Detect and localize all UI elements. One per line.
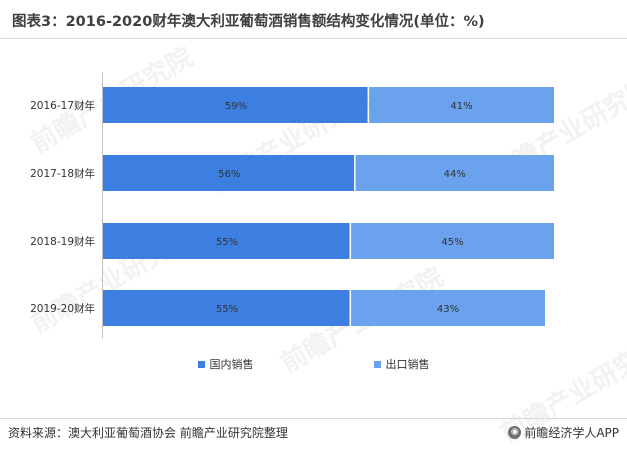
legend-swatch	[197, 360, 205, 368]
bar-segment-domestic	[103, 155, 355, 191]
data-label: 59%	[225, 101, 247, 112]
data-label: 44%	[444, 169, 466, 180]
chart-legend: 国内销售 出口销售	[0, 356, 627, 372]
data-label: 43%	[437, 304, 459, 315]
data-label: 55%	[216, 304, 238, 315]
bar-segment-export	[351, 223, 554, 259]
footer: 资料来源：澳大利亚葡萄酒协会 前瞻产业研究院整理 ◉ 前瞻经济学人APP	[8, 424, 619, 441]
data-label: 41%	[450, 101, 472, 112]
data-label: 55%	[216, 237, 238, 248]
title-divider	[0, 38, 627, 39]
chart-title: 图表3：2016-2020财年澳大利亚葡萄酒销售额结构变化情况(单位：%)	[12, 14, 485, 30]
bar-segment-domestic	[103, 87, 368, 123]
stacked-bar-chart: 2016-17财年 59% 41% 2017-18财年 56% 44% 2018-19财年 5…	[30, 72, 554, 338]
category-label: 2016-17财年	[30, 99, 95, 112]
category-label: 2018-19财年	[30, 235, 95, 248]
bar-segment-export	[369, 87, 554, 123]
bar-segment-export	[355, 155, 554, 191]
qianzhan-logo-icon: ◉	[508, 426, 522, 439]
category-label: 2019-20财年	[30, 302, 95, 315]
legend-item-export: 出口销售	[373, 356, 430, 372]
legend-swatch	[373, 360, 381, 368]
legend-item-domestic: 国内销售	[197, 356, 254, 372]
data-label: 45%	[441, 237, 463, 248]
credit: ◉ 前瞻经济学人APP	[508, 424, 619, 441]
bar-segment-export	[351, 290, 545, 326]
bar-segment-domestic	[103, 290, 350, 326]
bar-segment-domestic	[103, 223, 350, 259]
source-note: 资料来源：澳大利亚葡萄酒协会 前瞻产业研究院整理	[8, 426, 288, 440]
data-label: 56%	[218, 169, 240, 180]
category-label: 2017-18财年	[30, 167, 95, 180]
legend-label: 出口销售	[385, 358, 430, 371]
credit-label: 前瞻经济学人APP	[524, 426, 619, 440]
footer-divider	[0, 418, 627, 419]
legend-label: 国内销售	[209, 358, 254, 371]
